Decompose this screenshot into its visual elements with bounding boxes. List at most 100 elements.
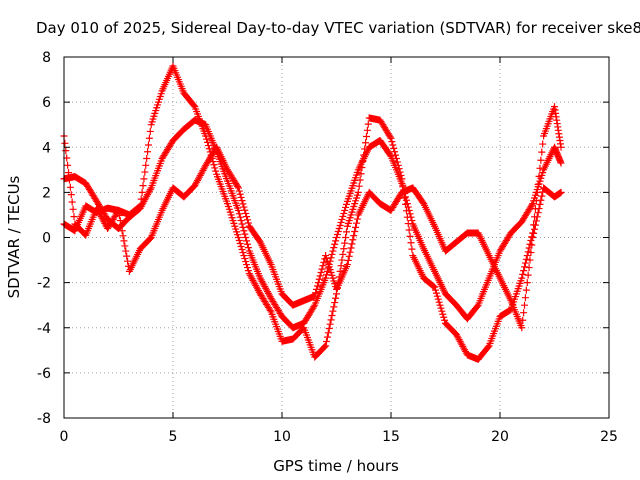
data-point-sample bbox=[404, 220, 412, 228]
data-point-sample bbox=[320, 258, 328, 266]
data-point-sample bbox=[361, 145, 369, 153]
data-point-sample bbox=[324, 329, 332, 337]
y-tick-label: -6 bbox=[37, 366, 51, 382]
series-track-b bbox=[60, 62, 565, 363]
data-point-sample bbox=[434, 295, 442, 303]
data-point-sample bbox=[313, 285, 321, 293]
data-point-sample bbox=[244, 244, 252, 252]
axis-ticks: 0 5 10 15 20 25 -8 -6 -4 -2 0 2 4 6 8 bbox=[37, 50, 618, 445]
data-point-sample bbox=[240, 252, 248, 260]
data-point-sample bbox=[68, 198, 76, 206]
data-point-sample bbox=[123, 252, 131, 260]
data-point-sample bbox=[335, 224, 343, 232]
data-point-sample bbox=[243, 240, 251, 248]
data-point-sample bbox=[238, 220, 246, 228]
data-point-sample bbox=[67, 191, 75, 199]
data-point-sample bbox=[142, 161, 150, 169]
data-point-sample bbox=[120, 237, 128, 245]
data-point-sample bbox=[124, 257, 132, 265]
data-point-sample bbox=[266, 306, 274, 314]
data-point-sample bbox=[242, 234, 250, 241]
data-point-sample bbox=[233, 182, 241, 190]
data-point-sample bbox=[331, 240, 339, 248]
data-point-sample bbox=[315, 275, 323, 283]
data-point-sample bbox=[313, 282, 321, 290]
data-point-sample bbox=[66, 183, 74, 191]
data-point bbox=[234, 184, 242, 192]
data-point-sample bbox=[350, 232, 358, 240]
data-point-sample bbox=[210, 161, 218, 169]
data-point-sample bbox=[65, 176, 73, 184]
data-point-sample bbox=[137, 195, 145, 203]
data-point-sample bbox=[406, 232, 414, 240]
data-point bbox=[557, 143, 565, 151]
data-point-sample bbox=[520, 309, 528, 317]
data-point-sample bbox=[392, 155, 400, 163]
data-point-sample bbox=[238, 197, 246, 205]
data-point-sample bbox=[244, 267, 252, 275]
data-point-sample bbox=[351, 227, 359, 235]
data-point-sample bbox=[341, 206, 349, 214]
data-point-sample bbox=[241, 255, 249, 263]
data-point-sample bbox=[522, 286, 530, 294]
data-point-sample bbox=[244, 219, 252, 227]
x-tick-label: 10 bbox=[273, 429, 291, 445]
data-point-sample bbox=[329, 247, 337, 255]
data-point-sample bbox=[341, 239, 349, 247]
data-point-sample bbox=[358, 164, 366, 172]
data-point-sample bbox=[348, 240, 356, 248]
data-point-sample bbox=[329, 307, 337, 315]
data-point-sample bbox=[146, 127, 154, 135]
data-point-sample bbox=[436, 301, 444, 309]
data-point-sample bbox=[243, 261, 251, 269]
data-point-sample bbox=[331, 299, 339, 307]
data-point-sample bbox=[523, 252, 531, 260]
data-point-sample bbox=[242, 209, 250, 217]
data-point-sample bbox=[332, 294, 340, 302]
data-point-sample bbox=[535, 172, 543, 180]
data-point-sample bbox=[239, 223, 247, 231]
data-point-sample bbox=[520, 267, 528, 275]
data-point bbox=[529, 234, 537, 241]
data-point-sample bbox=[114, 208, 122, 216]
y-tick-label: 0 bbox=[42, 231, 51, 247]
data-point-sample bbox=[209, 158, 217, 166]
data-point-sample bbox=[236, 190, 244, 198]
data-point-sample bbox=[397, 171, 405, 179]
data-point-sample bbox=[352, 219, 360, 227]
data-point-sample bbox=[391, 148, 399, 156]
data-point-sample bbox=[533, 213, 541, 221]
x-tick-label: 0 bbox=[60, 429, 69, 445]
data-point-sample bbox=[138, 188, 146, 196]
data-point-sample bbox=[346, 248, 354, 256]
data-point bbox=[115, 206, 122, 214]
data-point-sample bbox=[401, 194, 409, 202]
data-point-sample bbox=[239, 200, 247, 208]
x-tick-label: 15 bbox=[382, 429, 400, 445]
data-point-sample bbox=[235, 187, 243, 195]
data-point-sample bbox=[344, 256, 352, 264]
data-point-sample bbox=[362, 133, 370, 141]
data-point bbox=[136, 202, 144, 210]
data-point-sample bbox=[332, 237, 340, 245]
data-point-sample bbox=[356, 176, 364, 184]
data-point-sample bbox=[121, 242, 129, 250]
data-point-sample bbox=[342, 234, 350, 241]
data-point-sample bbox=[523, 279, 531, 287]
data-point-sample bbox=[389, 141, 397, 149]
data-point-sample bbox=[328, 312, 336, 320]
data-point-sample bbox=[339, 250, 347, 258]
data-point bbox=[387, 134, 395, 142]
y-tick-label: 4 bbox=[42, 140, 51, 156]
data-point-sample bbox=[535, 205, 543, 213]
data-point-sample bbox=[61, 139, 69, 147]
data-point-sample bbox=[241, 206, 249, 214]
data-point-sample bbox=[528, 201, 536, 209]
data-point-sample bbox=[440, 313, 448, 321]
data-point-sample bbox=[340, 209, 348, 217]
data-point-sample bbox=[430, 282, 438, 290]
data-point-sample bbox=[394, 161, 402, 169]
data-point-sample bbox=[408, 245, 416, 253]
data-point-sample bbox=[326, 320, 334, 328]
data-point-sample bbox=[337, 262, 345, 270]
